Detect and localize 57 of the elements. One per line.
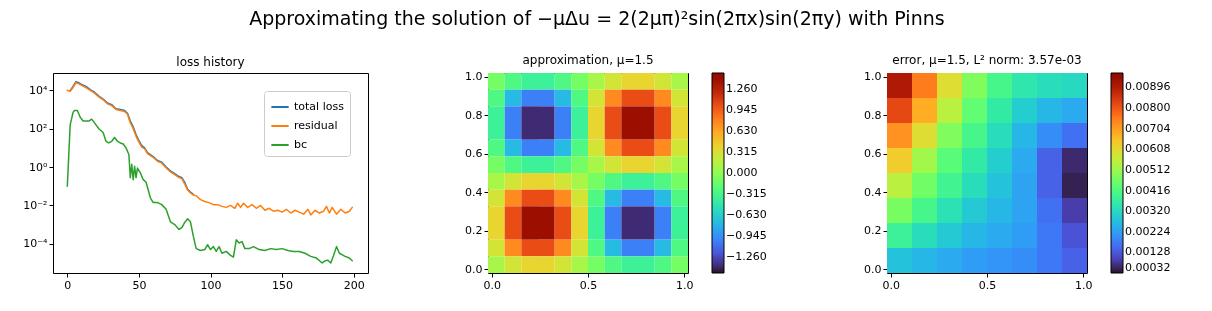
y-tick-label: 10⁻⁴ — [23, 237, 49, 251]
color-bar-label: −0.630 — [726, 208, 767, 221]
x-tick-label: 50 — [132, 278, 147, 292]
color-bar-label: −1.260 — [726, 250, 767, 263]
y-tick-label: 10⁰ — [29, 160, 49, 174]
y-tick-label: 0.4 — [864, 185, 882, 199]
y-tick-label: 0.2 — [864, 224, 882, 238]
color-bar-label: −0.945 — [726, 229, 767, 242]
color-bar-label: 0.00224 — [1125, 224, 1171, 238]
x-tick-label: 100 — [200, 278, 222, 292]
x-tick-label: 0 — [64, 278, 72, 292]
chart-title: approximation, μ=1.5 — [522, 52, 654, 67]
color-bar-label: 0.00320 — [1125, 204, 1171, 218]
x-tick-label: 1.0 — [1074, 278, 1093, 292]
color-bar-label: 0.00128 — [1125, 245, 1171, 259]
text: Approximating the solution of −μΔu = 2(2μπ)²sin(2πx)sin(2πy) with Pinns — [249, 7, 945, 30]
color-bar-label: 0.000 — [726, 166, 758, 179]
color-bar-label: 0.00608 — [1125, 142, 1171, 156]
y-tick-label: 0.4 — [465, 185, 483, 199]
x-tick-label: 0.5 — [978, 278, 997, 292]
x-tick-label: 200 — [343, 278, 365, 292]
color-bar-label: 0.945 — [726, 103, 758, 116]
y-tick-label: 0.6 — [465, 147, 483, 161]
color-bar-label: 0.00800 — [1125, 101, 1171, 115]
y-tick-label: 0.8 — [864, 108, 882, 122]
legend-label: total loss — [294, 100, 345, 113]
y-tick-label: 10² — [29, 122, 48, 136]
legend-label: residual — [294, 119, 338, 132]
x-tick-label: 0.5 — [579, 278, 598, 292]
y-tick-label: 0.6 — [864, 147, 882, 161]
y-tick-label: 10⁻² — [23, 198, 48, 212]
color-bar-label: 0.630 — [726, 124, 758, 137]
y-tick-label: 1.0 — [864, 70, 882, 84]
legend-label: bc — [294, 138, 308, 151]
color-bar-label: −0.315 — [726, 187, 767, 200]
x-tick-label: 0.0 — [483, 278, 502, 292]
color-bar-label: 0.00032 — [1125, 261, 1171, 274]
chart-title: error, μ=1.5, L² norm: 3.57e-03 — [892, 52, 1082, 67]
line-series — [66, 109, 353, 264]
y-tick-label: 0.8 — [465, 108, 483, 122]
color-bar-label: 1.260 — [726, 82, 758, 95]
color-bar-label: 0.00896 — [1125, 80, 1171, 94]
color-bar-label: 0.00512 — [1125, 162, 1171, 176]
x-tick-label: 1.0 — [675, 278, 694, 292]
y-tick-label: 1.0 — [465, 70, 483, 84]
y-tick-label: 0.2 — [465, 224, 483, 238]
x-tick-label: 150 — [272, 278, 294, 292]
y-tick-label: 0.0 — [465, 262, 483, 276]
color-bar-label: 0.315 — [726, 145, 758, 158]
line-series — [66, 81, 353, 216]
y-tick-label: 0.0 — [864, 262, 882, 276]
line-series — [69, 81, 195, 196]
y-tick-label: 10⁴ — [29, 83, 49, 97]
x-tick-label: 0.0 — [882, 278, 901, 292]
color-bar-label: 0.00704 — [1125, 121, 1171, 135]
color-bar-label: 0.00416 — [1125, 183, 1171, 197]
chart-title: loss history — [176, 55, 245, 69]
